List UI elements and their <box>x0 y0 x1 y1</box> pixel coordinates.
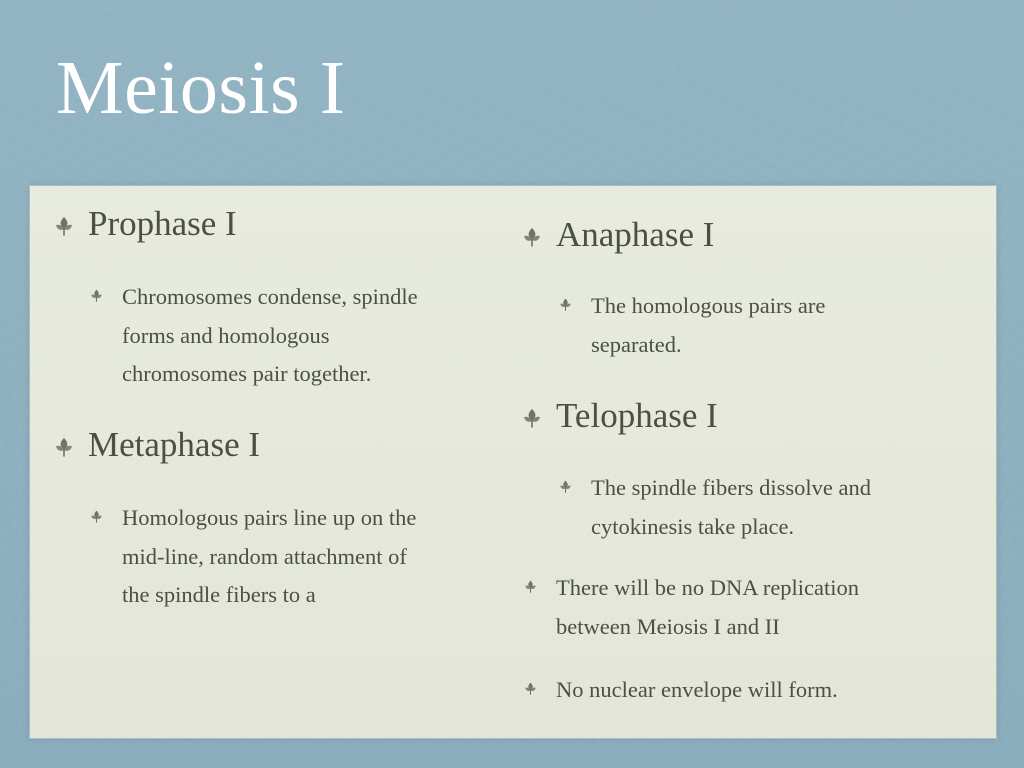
heading-metaphase-label: Metaphase I <box>88 425 261 464</box>
leaf-bullet-icon <box>90 289 103 302</box>
leaf-bullet-icon <box>522 227 542 247</box>
leaf-bullet-icon <box>54 216 74 236</box>
leaf-bullet-icon <box>559 298 572 311</box>
detail-line: chromosomes pair together. <box>122 361 372 386</box>
leaf-bullet-icon <box>90 510 103 523</box>
heading-metaphase: Metaphase I <box>56 425 261 464</box>
heading-prophase-label: Prophase I <box>88 204 237 243</box>
detail-line: the spindle fibers to a <box>122 582 316 607</box>
detail-line: The homologous pairs are <box>591 293 826 318</box>
leaf-bullet-icon <box>559 480 572 493</box>
detail-line: separated. <box>591 331 682 357</box>
detail-prophase: Chromosomes condense, spindle forms and … <box>91 278 418 394</box>
note-line: between Meiosis I and II <box>556 613 780 639</box>
detail-line: mid-line, random attachment of <box>122 543 407 569</box>
leaf-bullet-icon <box>524 580 537 593</box>
leaf-bullet-icon <box>54 437 74 457</box>
note-line: There will be no DNA replication <box>556 575 860 600</box>
content-panel: Prophase I Chromosomes condense, spindle… <box>30 186 996 738</box>
heading-telophase-label: Telophase I <box>556 396 718 435</box>
leaf-bullet-icon <box>524 682 537 695</box>
detail-line: cytokinesis take place. <box>591 513 795 539</box>
note-no-nuclear-envelope: No nuclear envelope will form. <box>525 671 838 710</box>
detail-telophase: The spindle fibers dissolve and cytokine… <box>560 469 871 546</box>
leaf-bullet-icon <box>522 408 542 428</box>
note-no-dna-replication: There will be no DNA replication between… <box>525 569 860 646</box>
detail-line: The spindle fibers dissolve and <box>591 475 871 500</box>
detail-line: Homologous pairs line up on the <box>122 505 417 530</box>
detail-anaphase: The homologous pairs are separated. <box>560 287 826 364</box>
heading-telophase: Telophase I <box>524 396 718 435</box>
note-line: No nuclear envelope will form. <box>556 677 838 702</box>
heading-prophase: Prophase I <box>56 204 237 243</box>
heading-anaphase-label: Anaphase I <box>556 215 715 254</box>
slide-title: Meiosis I <box>56 46 346 130</box>
detail-metaphase: Homologous pairs line up on the mid-line… <box>91 499 417 615</box>
detail-line: forms and homologous <box>122 322 330 348</box>
detail-line: Chromosomes condense, spindle <box>122 284 418 309</box>
heading-anaphase: Anaphase I <box>524 215 715 254</box>
